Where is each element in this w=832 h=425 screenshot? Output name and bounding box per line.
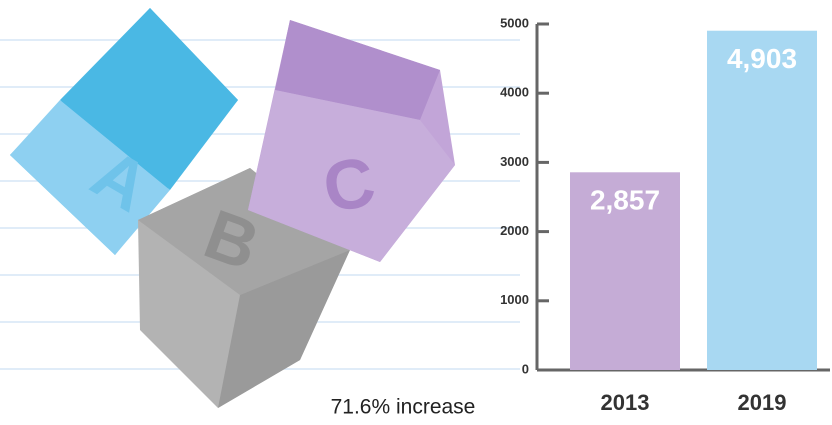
bar xyxy=(707,30,817,370)
y-tick-label: 1000 xyxy=(500,292,529,307)
y-tick-label: 0 xyxy=(522,361,529,376)
block-c: C xyxy=(248,20,455,262)
y-tick-label: 2000 xyxy=(500,223,529,238)
annotation: 71.6% increase xyxy=(331,396,476,419)
x-tick-label: 2013 xyxy=(601,390,650,415)
bar-chart: 0 1000 2000 3000 4000 5000 2,857 2013 4,903 2019 xyxy=(500,15,830,415)
bar xyxy=(570,172,680,370)
block-a: A xyxy=(10,8,238,255)
value-label: 2,857 xyxy=(590,185,660,216)
x-tick-label: 2019 xyxy=(738,390,787,415)
y-tick-label: 5000 xyxy=(500,15,529,30)
y-tick-label: 4000 xyxy=(500,85,529,100)
value-label: 4,903 xyxy=(727,43,797,74)
y-tick-label: 3000 xyxy=(500,154,529,169)
